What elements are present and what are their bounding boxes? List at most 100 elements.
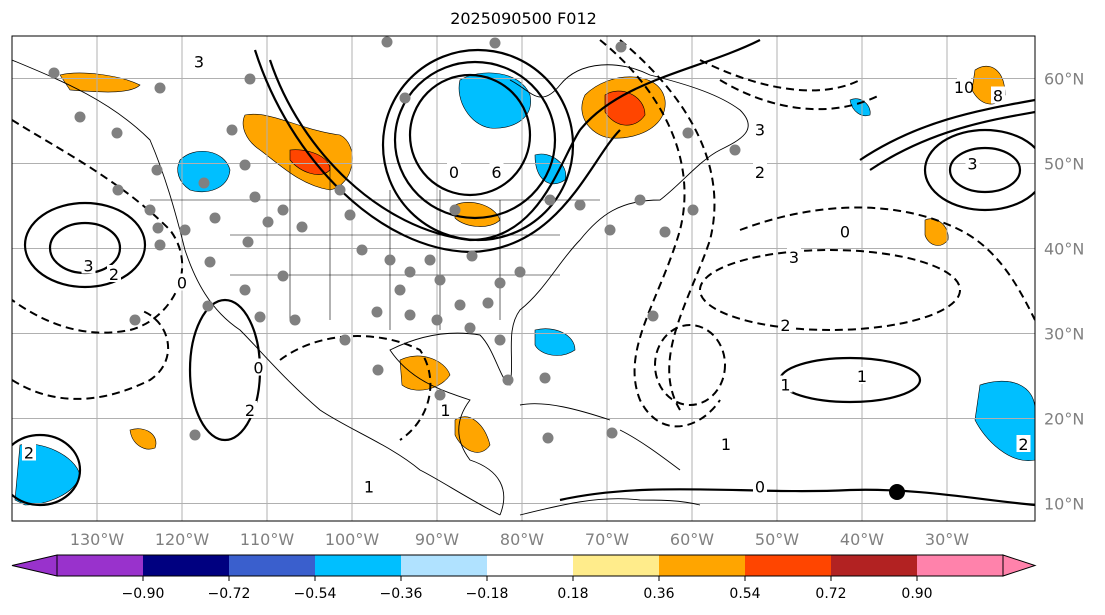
gridlines [12,36,1035,521]
station-marker [647,310,659,322]
contour-label: 2 [109,265,119,284]
contour-label-bg [957,78,971,95]
colorbar: −0.90 −0.72 −0.54 −0.36 −0.18 0.18 0.36 0.54 0.7… [11,554,1037,602]
colorbar-tick-label: 0.90 [901,586,932,602]
tropical-cyclone-marker [889,484,905,500]
colorbar-bin [315,555,402,576]
station-marker [334,184,346,196]
contour-dashed [699,59,881,111]
lon-tick-label: 80°W [500,530,544,549]
lon-tick-label: 70°W [585,530,629,549]
contour-label-bg [965,154,980,172]
colorbar-bin [401,555,488,576]
contour-label: 8 [993,87,1003,106]
contour-label-bg [753,163,767,180]
colorbar-tick-label: −0.90 [122,586,165,602]
contour-label-bg [991,86,1005,104]
station-marker [239,284,251,296]
contour-label-bg [251,358,266,376]
contour-solid [23,201,147,289]
station-marker [204,256,216,268]
state-borders [150,165,600,330]
station-markers [48,36,741,444]
station-marker [384,254,396,266]
station-marker [615,41,627,53]
station-marker [514,266,526,278]
colorbar-tick-label: −0.54 [294,586,337,602]
lon-tick-label: 130°W [70,530,125,549]
contour-dashed [12,309,169,400]
chart-title: 2025090500 F012 [450,9,597,28]
contour-label: 2 [1018,435,1028,454]
station-marker [277,204,289,216]
station-marker [482,297,494,309]
station-marker [371,306,383,318]
contour-label-bg [778,316,793,333]
contours [12,39,1035,507]
contour-label-bg [107,265,121,282]
contour-label: 2 [755,163,765,182]
colorbar-tick-label: −0.18 [466,586,509,602]
contour-label-bg [438,401,453,418]
lon-tick-label: 90°W [415,530,459,549]
lon-tick-label: 40°W [840,530,884,549]
coastline-north-america [12,59,749,516]
station-marker [434,389,446,401]
shade-orange [454,201,501,227]
station-marker [544,194,556,206]
contour-label: 0 [449,163,459,182]
station-marker [574,199,586,211]
contour-label: 2 [780,316,790,335]
station-marker [502,374,514,386]
station-marker [494,334,506,346]
station-marker [344,209,356,221]
station-marker [179,224,191,236]
station-marker [198,177,210,189]
contour-label-bg [243,401,257,418]
colorbar-bin [229,555,316,576]
colorbar-tick-label: 0.72 [815,586,846,602]
map-frame [11,35,1036,522]
colorbar-tick-label: 0.18 [557,586,588,602]
lat-tick-label: 50°N [1044,155,1084,174]
contour-label-bg [753,477,767,495]
station-marker [74,111,86,123]
colorbar-bin [573,555,660,576]
station-marker [494,277,506,289]
station-marker [152,222,164,234]
station-marker [394,284,406,296]
station-marker [296,221,308,233]
colorbar-bin [57,555,144,576]
lon-tick-label: 100°W [325,530,380,549]
station-marker [372,364,384,376]
contour-label-bg [489,163,504,180]
colorbar-outline [56,554,1004,577]
colorbar-tick-label: 0.54 [729,586,760,602]
colorbar-bin [659,555,746,576]
colorbar-bin [487,555,574,576]
station-marker [262,216,274,228]
contour-label: 1 [364,478,374,497]
contour-dashed [619,39,716,411]
station-marker [356,244,368,256]
station-marker [404,266,416,278]
station-marker [466,250,478,262]
contour-label-bg [787,248,801,265]
contour-label-bg [192,52,206,70]
lat-tick-label: 40°N [1044,240,1084,259]
contour-label-bg [362,477,376,495]
colorbar-extend-high [1002,554,1037,577]
contour-label: 1 [780,376,790,395]
contour-solid [859,98,1035,171]
shaded-fields [14,65,1035,506]
station-marker [604,224,616,236]
colorbar-extend-low [11,554,58,577]
contour-label: 0 [177,274,187,293]
station-marker [129,314,141,326]
lon-tick-label: 120°W [155,530,210,549]
contour-label: 3 [83,257,93,276]
contour-label-bg [1016,435,1031,452]
colorbar-bin [143,555,230,576]
contour-label: 1 [440,401,450,420]
